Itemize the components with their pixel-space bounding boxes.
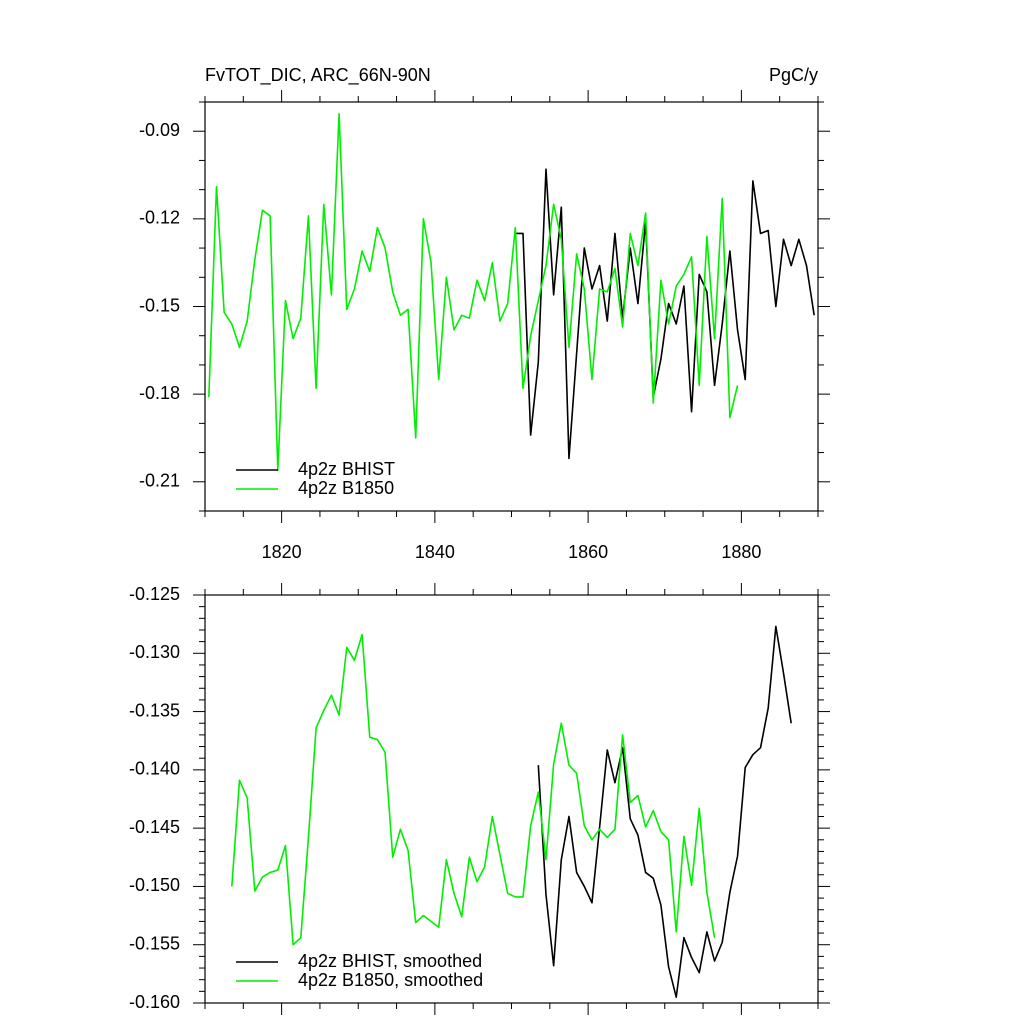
data-line [537,625,792,998]
y-tick-label: -0.155 [129,933,180,953]
x-tick-label: 1840 [415,542,455,562]
legend-label: 4p2z BHIST [298,459,395,479]
x-tick-label: 1880 [721,542,761,562]
legend-label: 4p2z B1850 [298,478,394,498]
data-line [208,112,739,471]
y-tick-label: -0.130 [129,642,180,662]
legend-label: 4p2z BHIST, smoothed [298,951,482,971]
y-tick-label: -0.09 [139,120,180,140]
y-tick-label: -0.145 [129,817,180,837]
y-tick-label: -0.150 [129,875,180,895]
plot-frame [204,101,819,512]
data-line [515,168,815,460]
x-tick-label: 1820 [262,542,302,562]
y-tick-label: -0.18 [139,383,180,403]
y-tick-label: -0.160 [129,992,180,1012]
legend-label: 4p2z B1850, smoothed [298,970,483,990]
units-label: PgC/y [769,65,818,85]
data-line [231,633,716,946]
y-tick-label: -0.125 [129,584,180,604]
y-tick-label: -0.12 [139,208,180,228]
plot-frame [204,594,819,1004]
x-tick-label: 1860 [568,542,608,562]
chart-title: FvTOT_DIC, ARC_66N-90N [205,65,431,86]
y-tick-label: -0.135 [129,700,180,720]
y-tick-label: -0.140 [129,759,180,779]
y-tick-label: -0.21 [139,471,180,491]
y-tick-label: -0.15 [139,295,180,315]
